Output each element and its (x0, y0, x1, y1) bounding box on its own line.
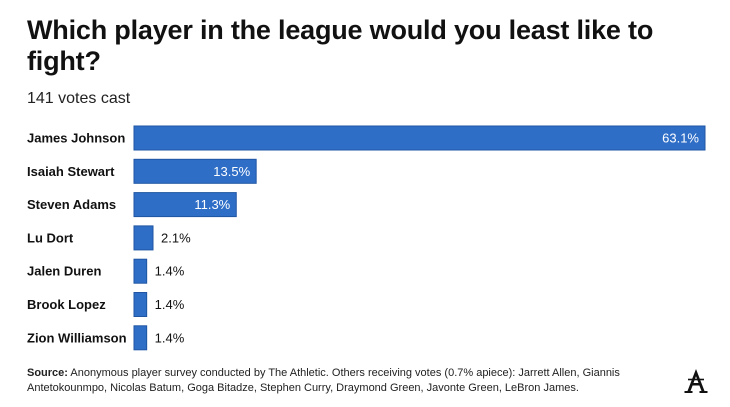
value-label: 2.1% (161, 230, 191, 245)
value-label: 1.4% (155, 297, 185, 312)
value-label: 1.4% (155, 264, 185, 279)
bar-chart: James Johnson 63.1% Isaiah Stewart 13.5% Ste… (27, 125, 706, 351)
value-label: 1.4% (155, 330, 185, 345)
the-athletic-logo-icon (684, 369, 708, 393)
value-label: 13.5% (213, 164, 250, 179)
category-label: Steven Adams (27, 197, 116, 212)
source-text: Anonymous player survey conducted by The… (27, 367, 620, 394)
bar (133, 292, 148, 317)
bar (133, 158, 257, 184)
value-label: 11.3% (194, 197, 230, 212)
bar (133, 225, 154, 251)
category-label: James Johnson (27, 131, 125, 146)
category-label: Jalen Duren (27, 264, 101, 279)
chart-subtitle: 141 votes cast (27, 90, 131, 107)
category-label: Isaiah Stewart (27, 164, 115, 179)
chart-title: Which player in the league would you lea… (27, 15, 654, 76)
category-label: Lu Dort (27, 230, 74, 245)
value-label: 63.1% (662, 131, 699, 146)
category-label: Brook Lopez (27, 297, 106, 312)
source-note: Source: Anonymous player survey conducte… (27, 366, 667, 396)
category-label: Zion Williamson (27, 330, 127, 345)
bar (133, 258, 148, 284)
source-label: Source: (27, 367, 68, 379)
bar (133, 192, 237, 218)
bar (133, 125, 706, 151)
bar (133, 325, 148, 351)
